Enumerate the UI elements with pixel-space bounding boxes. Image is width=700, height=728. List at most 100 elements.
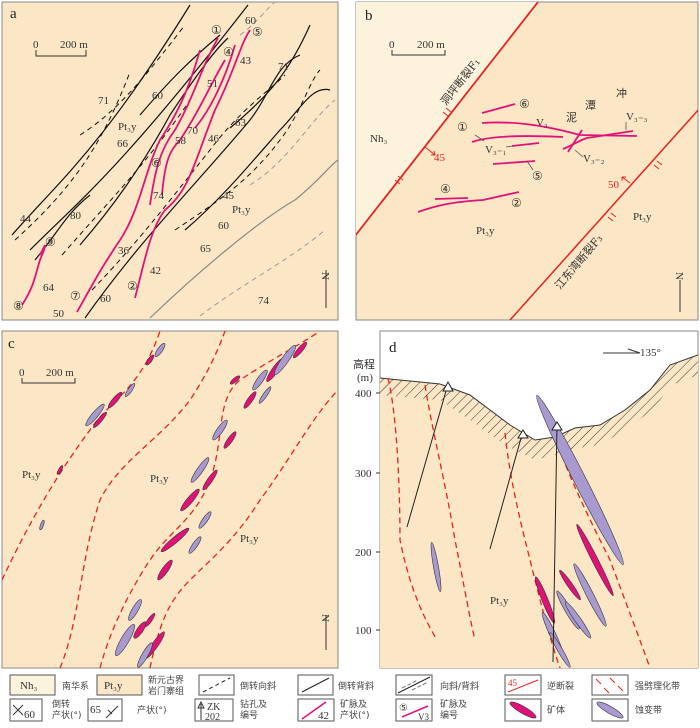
formation-label: Pt₃y (232, 204, 251, 216)
vein-number: ④ (440, 182, 451, 196)
attitude: 60 (245, 15, 257, 27)
legend-label: 南华系 (62, 680, 89, 692)
attitude: 44 (20, 213, 32, 225)
y-tick: 100 (355, 625, 372, 637)
svg-text:0: 0 (19, 367, 25, 379)
attitude: 63 (235, 117, 247, 129)
panel-a-map: a 0 200 m N Pt₃y Pt₃y ① ② ④ ⑤ ⑥ ⑦ ⑧ ⑨ 60… (1, 1, 339, 321)
ore-veins (417, 103, 638, 213)
legend-symbol: ⑤ (399, 703, 408, 714)
alteration-lens (85, 403, 105, 427)
lenses (39, 341, 308, 668)
orebody-lens (133, 621, 147, 639)
vein-code: V₃₋₂ (583, 153, 605, 165)
cleavage-zones (387, 377, 651, 668)
ore-veins (21, 29, 251, 313)
fault-f1 (356, 2, 539, 237)
vein-numbers: ① ② ④ ⑤ ⑥ ⑦ ⑧ ⑨ (13, 23, 263, 313)
vein-code: V₃₋₁ (485, 144, 507, 156)
legend-symbol: V3 (418, 712, 429, 722)
azimuth-indicator: 135° (603, 347, 661, 359)
orebody-lens (93, 411, 107, 429)
north-arrow: N (673, 272, 685, 312)
panel-d-section: d 135° 高程 (m) 400 300 200 100 Pt₃y (353, 330, 699, 669)
vein-number: ⑧ (13, 299, 24, 313)
scale-bar: 0 200 m (33, 39, 88, 57)
legend-label: 倒转向斜 (240, 680, 276, 692)
legend-symbol: 45 (508, 678, 518, 688)
y-tick: 300 (355, 468, 372, 480)
place-name: 潭 (585, 99, 596, 112)
formation-label: Pt₃y (240, 533, 259, 545)
weathered-layer (380, 355, 698, 460)
panel-c-label: c (8, 336, 15, 352)
orebody-lens (157, 559, 173, 581)
orebody-lens (243, 391, 257, 409)
lenses (430, 395, 624, 668)
legend-label: 矿脉及 (340, 698, 367, 710)
alteration-lens (124, 383, 136, 397)
alteration-lens (128, 599, 142, 621)
alteration-lens (212, 419, 228, 441)
orebody-lens (144, 613, 156, 627)
alteration-lens (258, 386, 272, 404)
legend-label: 逆断裂 (547, 680, 574, 692)
vein-number: ⑤ (532, 169, 543, 183)
orebody-lens (107, 391, 123, 409)
attitude: 45 (223, 190, 235, 202)
attitude-labels: 60 43 71 51 60 71 63 70 46 58 66 74 45 6… (20, 15, 289, 320)
orebody-lens (292, 341, 308, 359)
alteration-lens (154, 342, 166, 358)
alteration-lens (115, 623, 135, 657)
legend: Nh₃ 南华系 Pt₃y 新元古界 岩门寨组 倒转向斜 倒转背斜 向斜/背斜 4… (9, 674, 680, 723)
orebody-lens (223, 431, 237, 449)
legend-symbol: ZK (207, 702, 221, 713)
scale-zero: 0 (33, 39, 39, 51)
attitude: 58 (175, 135, 187, 147)
attitude: 74 (258, 295, 270, 307)
attitude: 80 (70, 210, 82, 222)
legend-label: 编号 (440, 709, 458, 721)
legend-label: 矿体 (547, 704, 565, 716)
attitude: 60 (218, 220, 230, 232)
attitude: 65 (200, 243, 212, 255)
legend-label: 倒转 (52, 698, 70, 710)
legend-symbol: Pt₃y (104, 680, 123, 692)
fault-f3 (509, 109, 698, 320)
attitude: 64 (43, 282, 55, 294)
attitude: 74 (153, 190, 165, 202)
attitude: 71 (98, 95, 109, 107)
attitude: 71 (278, 61, 289, 73)
orebody-lens (534, 576, 556, 624)
legend-label: 强劈理化带 (635, 680, 680, 692)
y-tick: 200 (355, 547, 372, 559)
panel-d-label: d (389, 340, 397, 356)
alteration-lens (549, 632, 571, 668)
attitude: 50 (53, 308, 65, 320)
legend-label: 钻孔及 (240, 698, 267, 710)
alteration-lens (198, 511, 212, 529)
legend-label: 产状(°) (137, 704, 167, 716)
orebody-lens (576, 524, 614, 596)
legend-label: 新元古界 (148, 674, 184, 686)
legend-label: 蚀变带 (635, 704, 662, 716)
vein-code: V₃₋₃ (626, 111, 648, 123)
attitude: 36 (118, 245, 130, 257)
legend-symbol: 65 (90, 704, 102, 716)
axis-unit: (m) (357, 372, 373, 384)
panel-b-label: b (365, 8, 373, 24)
place-name: 冲 (616, 86, 627, 100)
svg-text:N: N (673, 272, 685, 280)
panel-a-label: a (10, 6, 17, 22)
svg-text:0: 0 (389, 39, 395, 51)
north-arrow: N (319, 614, 331, 650)
orebody-lens (559, 569, 581, 601)
vein-number: ② (127, 279, 138, 293)
y-axis: 400 300 200 100 (355, 388, 380, 637)
alteration-lens (273, 344, 297, 376)
orebody-lens (202, 469, 218, 491)
formation-label: Pt₃y (476, 225, 495, 237)
attitude: 42 (150, 265, 161, 277)
formation-label: Pt₃y (490, 595, 509, 607)
legend-label: 产状(°) (52, 709, 82, 721)
